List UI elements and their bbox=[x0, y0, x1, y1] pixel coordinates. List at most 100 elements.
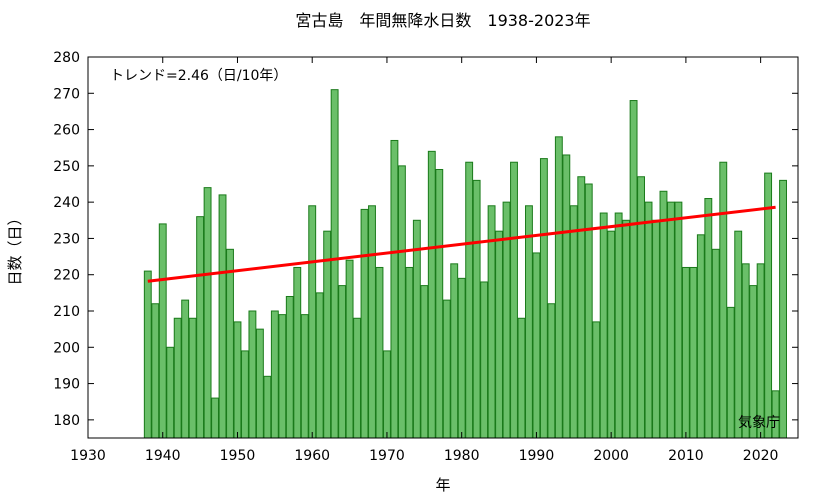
bar-1942 bbox=[173, 317, 182, 439]
bar-1996 bbox=[577, 176, 586, 439]
y-tick-label-220: 220 bbox=[53, 268, 80, 284]
bar-2012 bbox=[696, 234, 705, 439]
x-tick-label-1980: 1980 bbox=[444, 448, 480, 464]
x-tick-label-2010: 2010 bbox=[668, 448, 704, 464]
trend-line bbox=[147, 205, 776, 283]
bar-1995 bbox=[569, 205, 578, 439]
bar-2018 bbox=[741, 263, 750, 439]
trend-label: トレンド=2.46（日/10年） bbox=[110, 68, 287, 84]
bar-2006 bbox=[652, 219, 660, 439]
bar-1983 bbox=[480, 281, 489, 439]
bar-1981 bbox=[465, 161, 474, 439]
bar-1982 bbox=[472, 179, 481, 439]
bar-1954 bbox=[263, 375, 272, 439]
x-tick-label-2020: 2020 bbox=[743, 448, 779, 464]
bar-1957 bbox=[285, 295, 294, 439]
bar-1945 bbox=[196, 216, 205, 439]
bar-1963 bbox=[330, 89, 339, 439]
bar-1980 bbox=[457, 277, 466, 439]
x-tick-label-1950: 1950 bbox=[220, 448, 256, 464]
bar-1962 bbox=[323, 230, 332, 439]
y-tick-label-190: 190 bbox=[53, 377, 80, 393]
bar-1975 bbox=[420, 285, 429, 439]
bar-1968 bbox=[368, 205, 376, 439]
bar-2005 bbox=[644, 201, 653, 439]
bar-2009 bbox=[674, 201, 683, 439]
bar-1941 bbox=[166, 346, 175, 439]
x-axis-title: 年 bbox=[435, 476, 450, 494]
bar-1988 bbox=[517, 317, 526, 439]
y-tick-label-280: 280 bbox=[53, 50, 80, 66]
source-label: 気象庁 bbox=[738, 415, 780, 431]
bar-1967 bbox=[360, 208, 369, 439]
bar-2001 bbox=[614, 212, 623, 439]
y-tick-label-260: 260 bbox=[53, 123, 80, 139]
bar-2020 bbox=[756, 263, 765, 439]
bar-2014 bbox=[711, 248, 720, 439]
bar-1992 bbox=[547, 303, 556, 439]
bar-1970 bbox=[383, 350, 391, 439]
bar-1974 bbox=[412, 219, 421, 439]
bar-1993 bbox=[554, 136, 563, 439]
x-tick-label-1960: 1960 bbox=[294, 448, 330, 464]
bar-2015 bbox=[719, 161, 728, 439]
x-tick-label-1930: 1930 bbox=[70, 448, 106, 464]
bar-1978 bbox=[442, 299, 451, 439]
bar-1950 bbox=[233, 321, 242, 439]
bar-1989 bbox=[525, 205, 533, 439]
bar-1953 bbox=[255, 328, 264, 439]
bar-2013 bbox=[704, 198, 713, 439]
bar-1997 bbox=[584, 183, 593, 439]
bar-2023 bbox=[779, 179, 787, 439]
bar-1973 bbox=[405, 266, 414, 439]
y-tick-label-250: 250 bbox=[53, 159, 80, 175]
trend-group bbox=[147, 205, 776, 283]
bar-1951 bbox=[241, 350, 249, 439]
bar-2008 bbox=[667, 201, 675, 439]
bar-1948 bbox=[218, 194, 227, 439]
bar-1999 bbox=[599, 212, 608, 439]
x-tick-label-1970: 1970 bbox=[369, 448, 405, 464]
bars-group bbox=[143, 89, 787, 439]
bar-1952 bbox=[248, 310, 257, 439]
bar-1998 bbox=[592, 321, 601, 439]
bar-1972 bbox=[397, 165, 406, 439]
bar-1939 bbox=[151, 303, 160, 439]
bar-2003 bbox=[629, 100, 638, 439]
bar-1977 bbox=[435, 168, 444, 439]
y-tick-label-230: 230 bbox=[53, 231, 80, 247]
bar-1971 bbox=[390, 139, 399, 439]
bar-1965 bbox=[345, 259, 354, 439]
bar-2021 bbox=[764, 172, 773, 439]
bar-2010 bbox=[681, 266, 690, 439]
bar-1956 bbox=[278, 314, 287, 439]
y-axis-title: 日数（日） bbox=[6, 210, 24, 285]
bar-1966 bbox=[353, 317, 361, 439]
bar-1938 bbox=[143, 270, 152, 439]
bar-1987 bbox=[510, 161, 518, 439]
x-tick-label-2000: 2000 bbox=[593, 448, 629, 464]
bar-1946 bbox=[203, 187, 212, 439]
x-tick-label-1990: 1990 bbox=[519, 448, 555, 464]
chart-title: 宮古島 年間無降水日数 1938-2023年 bbox=[295, 11, 590, 30]
y-tick-label-240: 240 bbox=[53, 195, 80, 211]
x-tick-label-1940: 1940 bbox=[145, 448, 181, 464]
bar-1943 bbox=[181, 299, 190, 439]
bar-2000 bbox=[607, 230, 616, 439]
y-tick-label-180: 180 bbox=[53, 413, 80, 429]
y-tick-label-270: 270 bbox=[53, 86, 80, 102]
bar-1959 bbox=[300, 314, 309, 439]
y-tick-label-210: 210 bbox=[53, 304, 80, 320]
bar-1960 bbox=[308, 205, 317, 439]
bar-1985 bbox=[495, 230, 503, 439]
y-tick-label-200: 200 bbox=[53, 340, 80, 356]
bar-1958 bbox=[293, 266, 302, 439]
bar-2007 bbox=[659, 190, 668, 439]
bar-1949 bbox=[226, 248, 234, 439]
y-axis: 180 190 200 210 220 230 240 250 260 270 280 bbox=[53, 50, 798, 429]
bar-1979 bbox=[450, 263, 459, 439]
bar-1969 bbox=[375, 266, 384, 439]
bar-1955 bbox=[270, 310, 279, 439]
